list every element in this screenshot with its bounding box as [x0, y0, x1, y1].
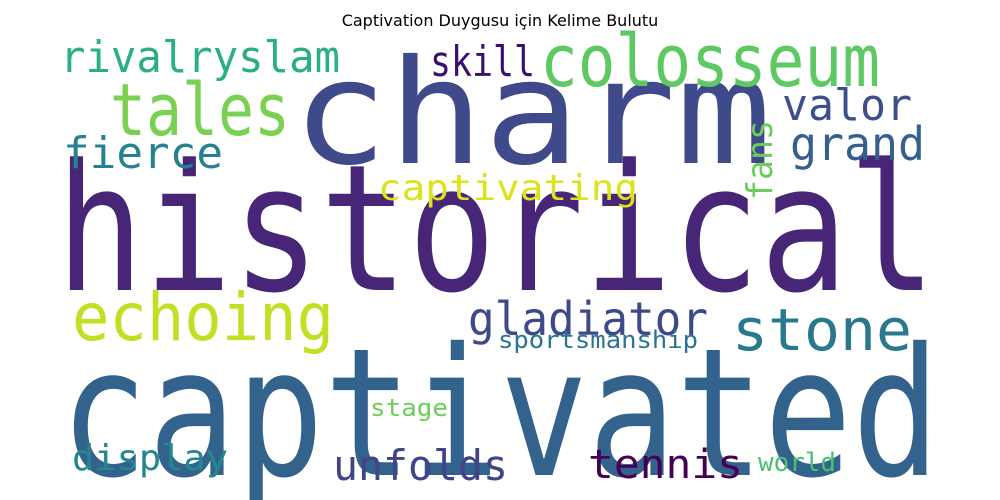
word-unfolds: unfolds [333, 441, 508, 490]
word-charm: charm [292, 29, 772, 198]
word-colosseum: colosseum [540, 19, 880, 103]
word-world: world [758, 448, 836, 478]
word-stone: stone [732, 296, 912, 364]
word-historical: historical [56, 127, 936, 332]
word-fierce: fierce [63, 128, 223, 179]
word-grand: grand [790, 117, 925, 171]
word-gladiator: gladiator [468, 292, 708, 346]
word-skill: skill [430, 37, 535, 86]
word-valor: valor [782, 80, 912, 131]
chart-title: Captivation Duygusu için Kelime Bulutu [341, 11, 659, 30]
word-captivated: captivated [60, 310, 940, 500]
word-rivalryslam: rivalryslam [60, 32, 340, 83]
word-tennis: tennis [588, 442, 743, 488]
word-echoing: echoing [72, 279, 334, 356]
word-fans: fans [740, 120, 781, 200]
word-captivating: captivating [378, 168, 638, 209]
word-tales: tales [110, 68, 290, 152]
word-sportsmanship: sportsmanship [498, 326, 698, 354]
word-display: display [72, 438, 228, 479]
word-stage: stage [370, 394, 448, 422]
